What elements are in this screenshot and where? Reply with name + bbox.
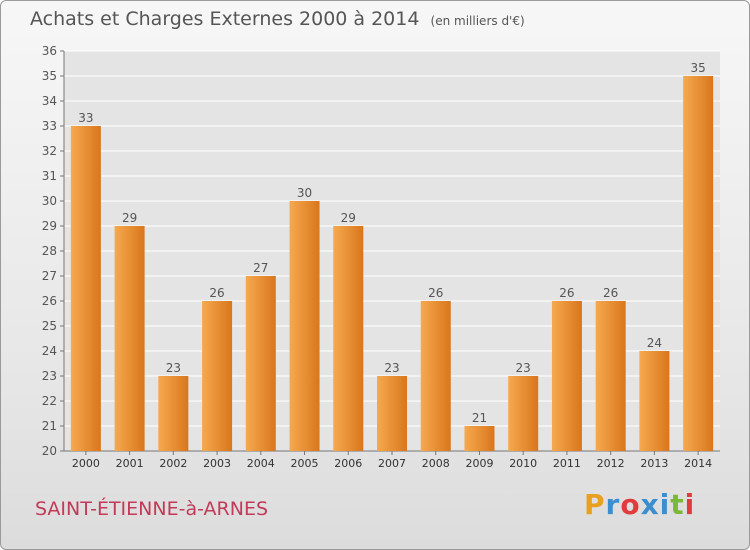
bar-2008 (420, 301, 451, 451)
x-tick-label-2001: 2001 (116, 457, 144, 470)
bar-2011 (551, 301, 582, 451)
logo-letter: x (640, 488, 660, 521)
y-tick-label: 30 (42, 194, 57, 208)
data-label-2008: 26 (428, 286, 443, 300)
data-label-2002: 23 (166, 361, 181, 375)
data-label-2007: 23 (384, 361, 399, 375)
data-label-2000: 33 (78, 111, 93, 125)
x-tick-label-2000: 2000 (72, 457, 100, 470)
bar-2006 (333, 226, 364, 451)
x-tick-label-2006: 2006 (334, 457, 362, 470)
y-tick-label: 27 (42, 269, 57, 283)
bar-2007 (377, 376, 407, 451)
y-tick-label: 35 (42, 69, 57, 83)
y-tick-label: 29 (42, 219, 57, 233)
y-tick-label: 34 (42, 94, 57, 108)
data-label-2009: 21 (472, 411, 487, 425)
bar-2001 (114, 226, 145, 451)
bar-2000 (70, 126, 101, 451)
x-tick-label-2003: 2003 (203, 457, 231, 470)
x-tick-label-2012: 2012 (597, 457, 625, 470)
bar-2005 (289, 201, 320, 451)
proxiti-logo: Proxiti (584, 488, 695, 521)
logo-letter: t (670, 488, 685, 521)
data-label-2014: 35 (690, 61, 705, 75)
logo-letter: r (605, 488, 621, 521)
y-tick-label: 20 (42, 444, 57, 458)
y-tick-label: 36 (42, 44, 57, 58)
x-tick-label-2002: 2002 (159, 457, 187, 470)
bar-2002 (158, 376, 189, 451)
y-tick-label: 32 (42, 144, 57, 158)
commune-name: SAINT-ÉTIENNE-à-ARNES (35, 498, 269, 520)
x-tick-label-2011: 2011 (553, 457, 581, 470)
x-tick-label-2007: 2007 (378, 457, 406, 470)
x-tick-label-2010: 2010 (509, 457, 537, 470)
bar-2013 (639, 351, 670, 451)
bar-2010 (508, 376, 539, 451)
data-label-2003: 26 (209, 286, 224, 300)
bar-2014 (683, 76, 714, 451)
y-tick-label: 22 (42, 394, 57, 408)
logo-letter: P (584, 488, 606, 521)
chart-header: Achats et Charges Externes 2000 à 2014 (… (30, 8, 525, 30)
data-label-2004: 27 (253, 261, 268, 275)
y-tick-label: 24 (42, 344, 57, 358)
bar-2012 (595, 301, 626, 451)
y-tick-label: 26 (42, 294, 57, 308)
bar-2009 (464, 426, 495, 451)
x-tick-label-2004: 2004 (247, 457, 275, 470)
logo-letter: i (659, 488, 671, 521)
y-tick-label: 33 (42, 119, 57, 133)
x-tick-label-2008: 2008 (422, 457, 450, 470)
x-tick-label-2005: 2005 (291, 457, 319, 470)
x-tick-label-2009: 2009 (465, 457, 493, 470)
data-label-2011: 26 (559, 286, 574, 300)
data-label-2001: 29 (122, 211, 137, 225)
y-tick-label: 28 (42, 244, 57, 258)
data-label-2005: 30 (297, 186, 312, 200)
bar-2004 (245, 276, 276, 451)
data-label-2013: 24 (647, 336, 662, 350)
logo-letter: i (684, 488, 696, 521)
y-tick-label: 21 (42, 419, 57, 433)
chart-title: Achats et Charges Externes 2000 à 2014 (30, 8, 420, 30)
y-tick-label: 31 (42, 169, 57, 183)
data-label-2012: 26 (603, 286, 618, 300)
logo-letter: o (620, 488, 641, 521)
data-label-2010: 23 (516, 361, 531, 375)
chart-subtitle: (en milliers d'€) (430, 14, 525, 28)
y-tick-label: 23 (42, 369, 57, 383)
bar-2003 (202, 301, 233, 451)
y-tick-label: 25 (42, 319, 57, 333)
x-tick-label-2013: 2013 (640, 457, 668, 470)
x-tick-label-2014: 2014 (684, 457, 712, 470)
data-label-2006: 29 (341, 211, 356, 225)
